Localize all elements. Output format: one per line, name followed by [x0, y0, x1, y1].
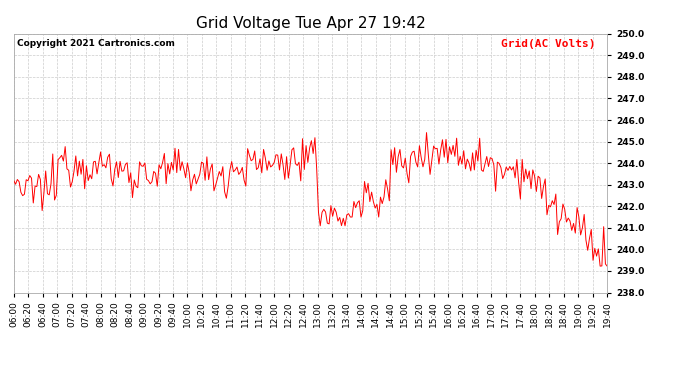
Title: Grid Voltage Tue Apr 27 19:42: Grid Voltage Tue Apr 27 19:42 [196, 16, 425, 31]
Text: Grid(AC Volts): Grid(AC Volts) [501, 39, 595, 49]
Text: Copyright 2021 Cartronics.com: Copyright 2021 Cartronics.com [17, 39, 175, 48]
